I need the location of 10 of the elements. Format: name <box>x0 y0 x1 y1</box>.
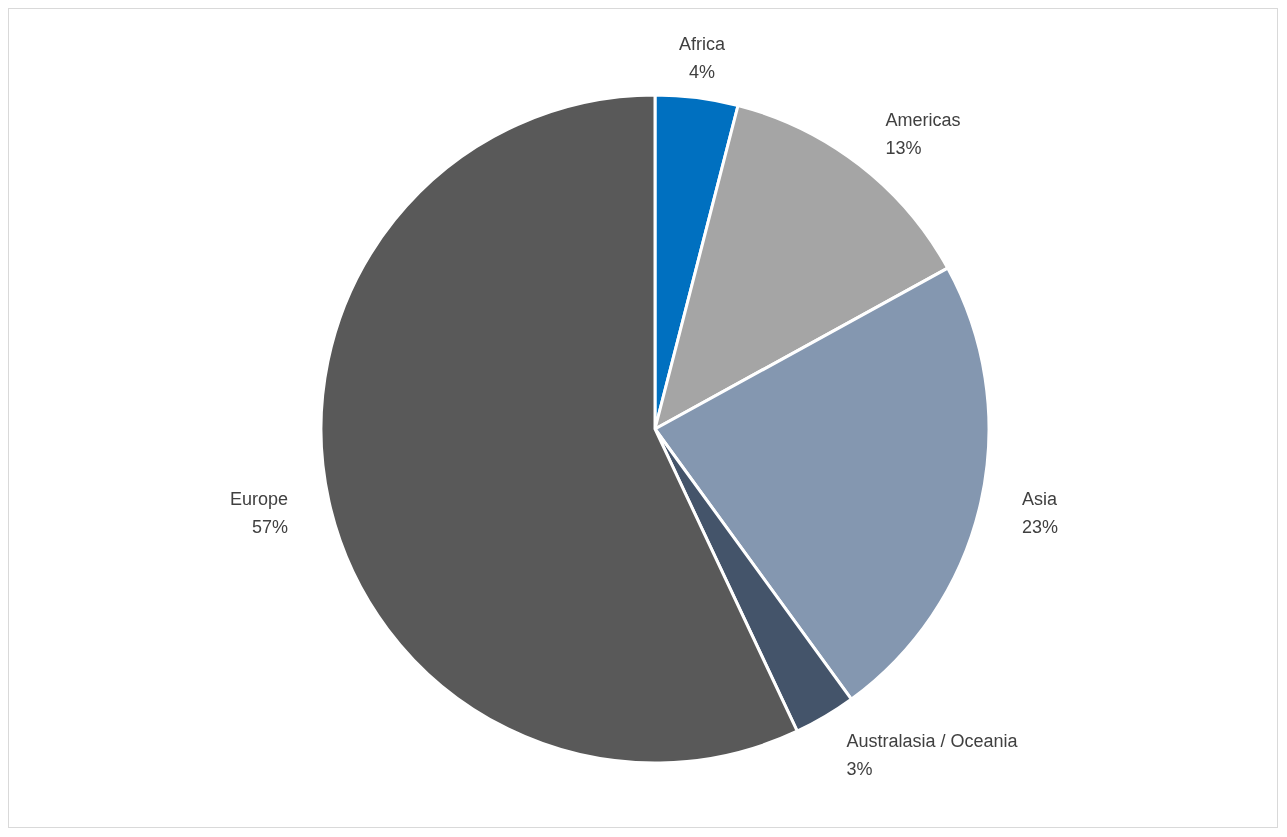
data-label: 57% <box>252 517 289 538</box>
data-label: 13% <box>885 137 922 158</box>
slice-label: Africa <box>679 33 727 54</box>
data-label: 23% <box>1021 517 1058 538</box>
data-label: 4% <box>689 61 716 82</box>
slice-label: Europe <box>230 489 289 510</box>
slice-label: Asia <box>1021 489 1058 510</box>
slice-label: Americas <box>885 109 961 130</box>
slice-label: Australasia / Oceania <box>846 730 1019 751</box>
data-label: 3% <box>846 758 873 779</box>
